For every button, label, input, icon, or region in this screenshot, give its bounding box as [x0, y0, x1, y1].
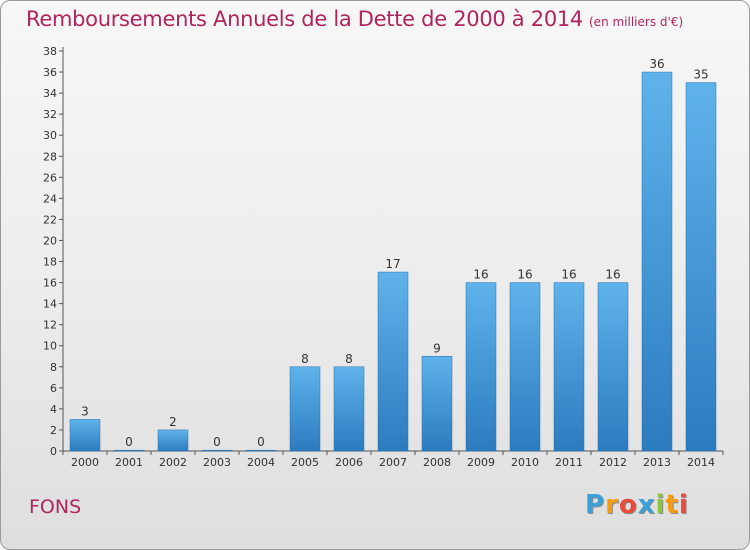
brand-letter: x: [637, 490, 656, 520]
x-tick-label: 2004: [247, 456, 275, 469]
x-tick-label: 2008: [423, 456, 451, 469]
y-tick-label: 8: [50, 361, 57, 374]
brand-letter: P: [585, 490, 606, 520]
data-label: 16: [561, 268, 576, 282]
bar: [597, 282, 629, 452]
y-tick-label: 16: [43, 277, 57, 290]
bar: [201, 449, 233, 452]
y-tick-label: 36: [43, 66, 57, 79]
y-tick-label: 20: [43, 234, 57, 247]
brand-logo: Proxiti: [585, 490, 689, 520]
y-tick-label: 18: [43, 256, 57, 269]
x-tick-label: 2006: [335, 456, 363, 469]
y-tick-label: 0: [50, 445, 57, 458]
y-tick-label: 22: [43, 213, 57, 226]
x-tick-label: 2003: [203, 456, 231, 469]
bar: [333, 366, 365, 452]
bar: [245, 449, 277, 452]
commune-name: FONS: [29, 496, 82, 518]
data-label: 8: [301, 352, 309, 366]
data-label: 3: [81, 404, 89, 418]
data-label: 16: [605, 268, 620, 282]
bar: [421, 356, 453, 452]
y-tick-label: 6: [50, 382, 57, 395]
y-tick-label: 34: [43, 87, 57, 100]
x-tick-label: 2011: [555, 456, 583, 469]
bar: [289, 366, 321, 452]
x-tick-label: 2009: [467, 456, 495, 469]
y-tick-label: 12: [43, 319, 57, 332]
x-tick-label: 2010: [511, 456, 539, 469]
bar: [69, 419, 101, 452]
brand-letter: o: [618, 490, 638, 520]
chart-title: Remboursements Annuels de la Dette de 20…: [26, 7, 583, 31]
bar: [113, 449, 145, 452]
x-tick-label: 2013: [643, 456, 671, 469]
x-tick-label: 2012: [599, 456, 627, 469]
x-tick-label: 2007: [379, 456, 407, 469]
bar: [465, 282, 497, 452]
title-line: Remboursements Annuels de la Dette de 20…: [26, 7, 683, 31]
data-label: 0: [213, 435, 221, 449]
data-label: 8: [345, 352, 353, 366]
bar: [641, 71, 673, 452]
y-tick-label: 24: [43, 192, 57, 205]
y-tick-label: 10: [43, 340, 57, 353]
data-label: 35: [693, 68, 708, 82]
brand-letter: i: [655, 490, 666, 520]
data-label: 2: [169, 415, 177, 429]
bar: [685, 82, 717, 452]
y-tick-label: 14: [43, 298, 57, 311]
y-tick-label: 4: [50, 403, 57, 416]
x-tick-label: 2001: [115, 456, 143, 469]
y-tick-label: 32: [43, 108, 57, 121]
bar-series: [69, 71, 717, 452]
bar: [377, 271, 409, 452]
y-tick-label: 28: [43, 150, 57, 163]
data-label: 16: [473, 268, 488, 282]
y-tick-label: 2: [50, 424, 57, 437]
y-tick-label: 30: [43, 129, 57, 142]
x-tick-label: 2014: [687, 456, 715, 469]
brand-letter: i: [678, 490, 689, 520]
brand-letter: r: [605, 490, 619, 520]
x-axis: 2000 2001 2002 2003 2004 2005 2006 2007 2008 2009…: [62, 450, 724, 469]
bar: [509, 282, 541, 452]
chart-subtitle: (en milliers d'€): [589, 15, 684, 29]
brand-letter: t: [665, 490, 679, 520]
x-tick-label: 2002: [159, 456, 187, 469]
data-label: 9: [433, 341, 441, 355]
data-label: 0: [257, 435, 265, 449]
y-tick-label: 26: [43, 171, 57, 184]
data-label: 16: [517, 268, 532, 282]
bar: [157, 429, 189, 452]
data-labels: 3 0 2 0 0 8 8 17 9 16 16 16 16 36 35: [81, 57, 708, 449]
y-tick-label: 38: [43, 45, 57, 58]
x-tick-label: 2000: [71, 456, 99, 469]
data-label: 36: [649, 57, 664, 71]
bar: [553, 282, 585, 452]
x-tick-label: 2005: [291, 456, 319, 469]
data-label: 17: [385, 257, 400, 271]
data-label: 0: [125, 435, 133, 449]
